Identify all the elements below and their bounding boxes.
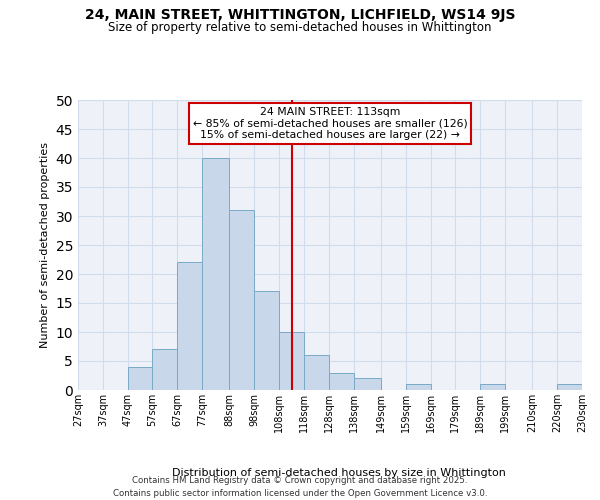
Text: 24 MAIN STREET: 113sqm
← 85% of semi-detached houses are smaller (126)
15% of se: 24 MAIN STREET: 113sqm ← 85% of semi-det… xyxy=(193,108,467,140)
Text: Size of property relative to semi-detached houses in Whittington: Size of property relative to semi-detach… xyxy=(108,21,492,34)
Bar xyxy=(152,350,178,390)
Bar xyxy=(557,384,582,390)
Bar xyxy=(178,262,202,390)
Bar xyxy=(480,384,505,390)
Text: 24, MAIN STREET, WHITTINGTON, LICHFIELD, WS14 9JS: 24, MAIN STREET, WHITTINGTON, LICHFIELD,… xyxy=(85,8,515,22)
Y-axis label: Number of semi-detached properties: Number of semi-detached properties xyxy=(40,142,50,348)
Bar xyxy=(279,332,304,390)
Bar xyxy=(202,158,229,390)
Bar xyxy=(254,292,279,390)
Bar xyxy=(329,372,353,390)
Bar xyxy=(229,210,254,390)
Text: Contains HM Land Registry data © Crown copyright and database right 2025.
Contai: Contains HM Land Registry data © Crown c… xyxy=(113,476,487,498)
Bar xyxy=(304,355,329,390)
Bar xyxy=(406,384,431,390)
Bar xyxy=(128,367,152,390)
Bar xyxy=(353,378,381,390)
Text: Distribution of semi-detached houses by size in Whittington: Distribution of semi-detached houses by … xyxy=(172,468,506,477)
